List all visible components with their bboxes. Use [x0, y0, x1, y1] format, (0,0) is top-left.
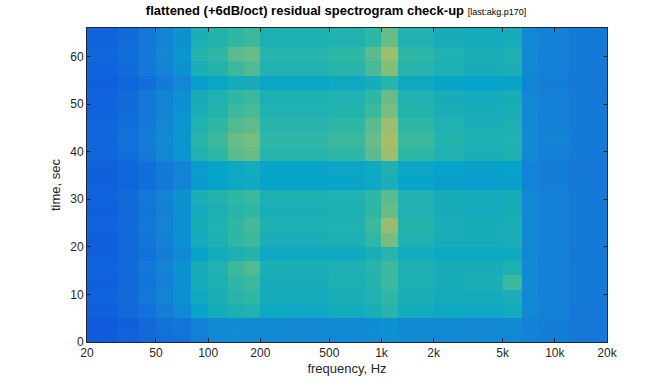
svg-text:1k: 1k: [375, 346, 389, 360]
svg-text:20: 20: [70, 240, 84, 254]
svg-text:50: 50: [149, 346, 163, 360]
svg-text:flattened (+6dB/oct) residual: flattened (+6dB/oct) residual spectrogra…: [146, 3, 526, 18]
svg-text:50: 50: [70, 97, 84, 111]
svg-text:10: 10: [70, 288, 84, 302]
svg-text:20k: 20k: [597, 346, 617, 360]
svg-text:10k: 10k: [545, 346, 565, 360]
svg-text:frequency, Hz: frequency, Hz: [307, 361, 386, 376]
svg-text:40: 40: [70, 145, 84, 159]
svg-text:20: 20: [80, 346, 94, 360]
svg-text:5k: 5k: [496, 346, 510, 360]
svg-text:500: 500: [319, 346, 339, 360]
svg-text:200: 200: [250, 346, 270, 360]
svg-text:30: 30: [70, 192, 84, 206]
svg-text:0: 0: [77, 335, 84, 349]
svg-text:time, sec: time, sec: [48, 158, 63, 211]
svg-text:100: 100: [198, 346, 218, 360]
svg-text:2k: 2k: [427, 346, 441, 360]
svg-text:60: 60: [70, 50, 84, 64]
